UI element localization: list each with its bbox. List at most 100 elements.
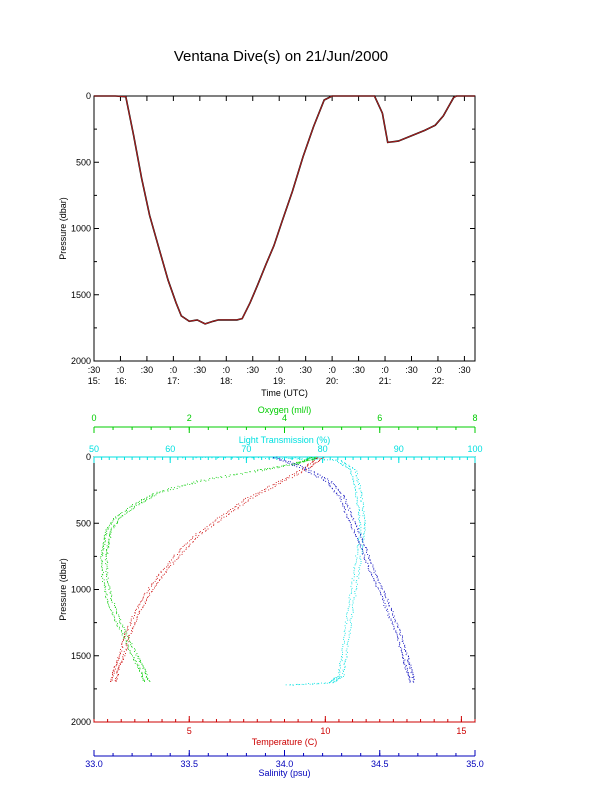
- salinity-data-point: [367, 566, 369, 567]
- oxygen-data-point: [123, 627, 125, 628]
- salinity-data-point: [322, 479, 324, 481]
- salinity-data-point: [381, 586, 383, 588]
- oxygen-data-point: [108, 583, 109, 585]
- salinity-data-point: [395, 630, 397, 632]
- oxygen-data-point: [108, 538, 110, 540]
- oxygen-data-point: [114, 603, 116, 604]
- salinity-data-point: [405, 668, 407, 670]
- oxygen-data-point: [134, 648, 135, 650]
- light-data-point: [364, 516, 366, 518]
- light-data-point: [347, 609, 349, 611]
- salinity-data-point: [403, 663, 405, 665]
- salinity-data-point: [373, 580, 375, 582]
- temperature-data-point: [116, 661, 118, 663]
- oxygen-data-point: [112, 611, 114, 613]
- light-data-point: [265, 458, 266, 459]
- oxygen-data-point: [120, 513, 122, 514]
- light-data-point: [360, 532, 362, 534]
- light-data-point: [343, 636, 345, 638]
- oxygen-data-point: [107, 581, 108, 582]
- temperature-data-point: [116, 676, 117, 678]
- salinity-data-point: [397, 638, 399, 640]
- oxygen-data-point: [102, 581, 103, 582]
- oxygen-data-point: [134, 505, 135, 507]
- temperature-data-point: [142, 607, 144, 609]
- oxygen-data-point: [115, 621, 117, 623]
- oxygen-data-point: [117, 515, 119, 517]
- light-data-point: [355, 581, 357, 583]
- oxygen-data-point: [102, 553, 104, 554]
- temperature-data-point: [112, 677, 113, 679]
- oxygen-data-point: [259, 469, 261, 470]
- temperature-data-point: [160, 570, 162, 572]
- temperature-data-point: [307, 465, 309, 466]
- light-data-point: [195, 457, 197, 459]
- light-data-point: [190, 456, 192, 458]
- salinity-data-point: [404, 667, 406, 669]
- salinity-tick-label: 34.0: [276, 759, 294, 769]
- oxygen-data-point: [296, 462, 298, 463]
- oxygen-data-point: [168, 488, 169, 490]
- oxygen-data-point: [107, 601, 108, 603]
- temperature-data-point: [156, 584, 157, 586]
- light-tick-label: 90: [394, 444, 404, 454]
- light-data-point: [361, 492, 363, 494]
- light-data-point: [359, 528, 361, 530]
- oxygen-data-point: [110, 537, 112, 538]
- temperature-data-point: [159, 580, 160, 581]
- light-data-point: [352, 467, 354, 469]
- salinity-data-point: [412, 674, 414, 676]
- light-data-point: [350, 470, 352, 472]
- temperature-data-point: [215, 519, 217, 521]
- temperature-data-point: [201, 533, 203, 535]
- light-data-point: [321, 682, 322, 684]
- oxygen-data-point: [303, 459, 305, 461]
- temperature-data-point: [131, 627, 133, 629]
- oxygen-data-point: [116, 612, 118, 613]
- temperature-data-point: [313, 462, 315, 464]
- temperature-data-point: [122, 641, 123, 643]
- oxygen-data-point: [191, 483, 193, 485]
- oxygen-tick-label: 0: [91, 413, 96, 423]
- temperature-data-point: [233, 510, 234, 512]
- temperature-data-point: [124, 636, 126, 637]
- oxygen-data-point: [110, 529, 112, 530]
- oxygen-data-point: [141, 671, 143, 673]
- oxygen-data-point: [129, 652, 131, 654]
- temperature-data-point: [128, 641, 130, 643]
- oxygen-data-point: [267, 468, 268, 470]
- oxygen-data-point: [119, 626, 120, 628]
- light-data-point: [236, 457, 238, 458]
- salinity-data-point: [354, 522, 356, 524]
- oxygen-data-point: [244, 472, 246, 473]
- oxygen-data-point: [108, 605, 110, 607]
- salinity-data-point: [324, 477, 325, 478]
- temperature-data-point: [188, 546, 190, 548]
- oxygen-data-point: [138, 668, 139, 669]
- temperature-data-point: [189, 543, 191, 545]
- light-data-point: [341, 649, 343, 651]
- oxygen-data-point: [272, 466, 274, 468]
- oxygen-data-point: [277, 466, 279, 468]
- light-data-point: [352, 611, 354, 613]
- light-data-point: [359, 483, 360, 484]
- light-data-point: [360, 563, 362, 564]
- light-data-point: [361, 553, 363, 554]
- salinity-data-point: [378, 582, 380, 583]
- salinity-data-point: [372, 566, 374, 568]
- light-data-point: [339, 663, 341, 664]
- x-tick-label: :0: [275, 365, 283, 375]
- light-data-point: [351, 581, 353, 583]
- temperature-data-point: [139, 612, 140, 614]
- salinity-data-point: [395, 631, 397, 633]
- oxygen-data-point: [134, 660, 136, 662]
- light-data-point: [338, 675, 340, 677]
- oxygen-data-point: [105, 534, 107, 536]
- salinity-data-point: [317, 473, 319, 475]
- oxygen-data-point: [107, 568, 109, 569]
- salinity-data-point: [373, 578, 375, 579]
- light-data-point: [358, 488, 360, 490]
- oxygen-data-point: [146, 676, 147, 677]
- light-data-point: [317, 458, 319, 460]
- oxygen-data-point: [103, 546, 104, 547]
